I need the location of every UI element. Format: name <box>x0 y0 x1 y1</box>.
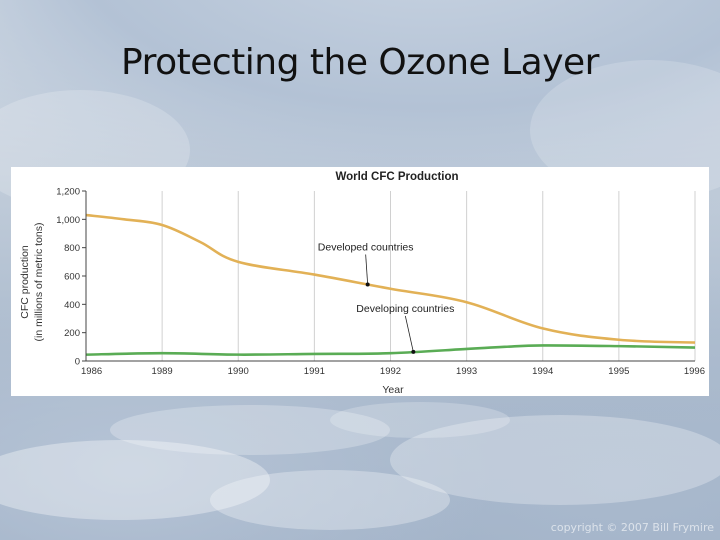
x-tick-label: 1995 <box>608 366 629 377</box>
series-line-developed-countries <box>85 213 696 344</box>
x-tick-label: 1993 <box>456 366 477 377</box>
chart-grid <box>161 191 696 361</box>
annotation-dot-developing-countries <box>411 349 416 354</box>
y-axis-title-line-1: CFC production <box>19 245 31 319</box>
x-tick-label: 1986 <box>81 366 102 377</box>
y-tick-label: 1,000 <box>56 215 80 226</box>
x-axis-title: Year <box>382 384 404 396</box>
series-line-developing-countries <box>85 344 696 356</box>
annotation-dot-developed-countries <box>365 282 370 287</box>
x-tick-label: 1994 <box>532 366 553 377</box>
y-tick-label: 1,200 <box>56 187 80 198</box>
chart-title: World CFC Production <box>335 171 458 183</box>
annotation-leader-developing-countries <box>404 315 414 353</box>
x-tick-label: 1991 <box>304 366 325 377</box>
slide-title: Protecting the Ozone Layer <box>121 42 599 83</box>
y-tick-label: 200 <box>64 328 80 339</box>
chart-series <box>85 213 696 356</box>
chart-labels: 0 200 400 600 800 1,000 1,200 1986 1989 1990 1991 1… <box>56 187 705 378</box>
series-label-developed-countries: Developed countries <box>318 242 414 254</box>
cfc-production-chart: 0 200 400 600 800 1,000 1,200 1986 1989 1990 1991 1… <box>19 171 705 396</box>
y-axis-title-line-2: (in millions of metric tons) <box>33 222 45 341</box>
x-tick-label: 1989 <box>152 366 173 377</box>
y-tick-label: 400 <box>64 300 80 311</box>
y-tick-label: 0 <box>75 357 80 368</box>
series-label-developing-countries: Developing countries <box>356 303 454 315</box>
y-tick-label: 600 <box>64 272 80 283</box>
chart-panel: 0 200 400 600 800 1,000 1,200 1986 1989 1990 1991 1… <box>11 167 709 396</box>
y-tick-label: 800 <box>64 243 80 254</box>
copyright-notice: copyright © 2007 Bill Frymire <box>550 521 714 534</box>
x-tick-label: 1990 <box>228 366 249 377</box>
x-tick-label: 1992 <box>380 366 401 377</box>
annotation-leader-developed-countries <box>365 254 369 285</box>
x-tick-label: 1996 <box>684 366 705 377</box>
